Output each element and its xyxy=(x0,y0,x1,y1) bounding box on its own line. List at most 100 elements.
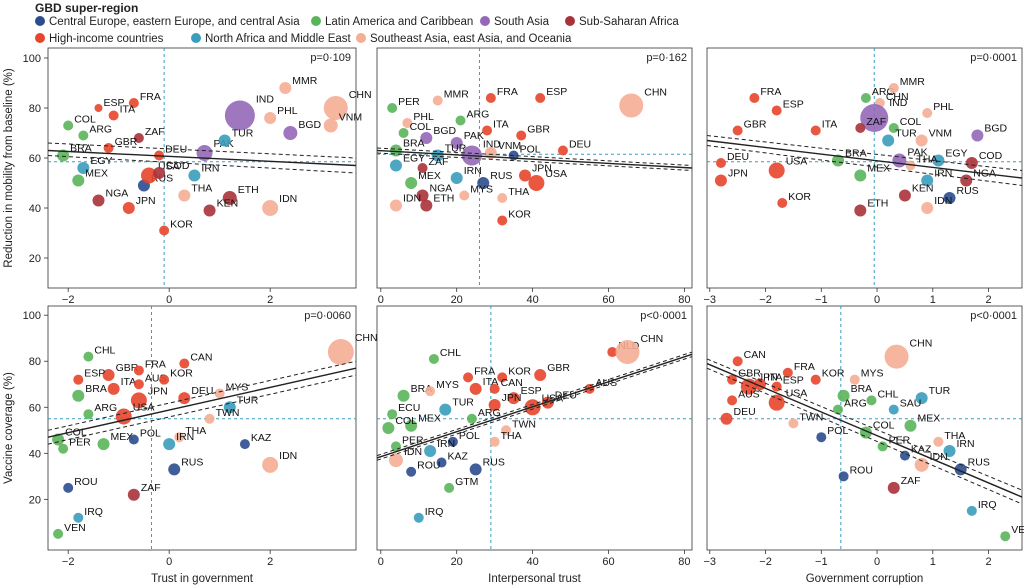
data-label-tur: TUR xyxy=(895,128,917,140)
data-label-gbr: GBR xyxy=(744,119,767,131)
data-label-ita: ITA xyxy=(493,119,509,131)
data-label-irn: IRN xyxy=(201,163,219,175)
data-point-usa xyxy=(768,162,785,179)
data-point-vnm xyxy=(323,118,338,133)
regression-line xyxy=(706,139,1023,179)
data-label-ken: KEN xyxy=(912,183,934,195)
data-point-bgd xyxy=(420,132,433,144)
data-label-idn: IDN xyxy=(404,446,422,458)
data-point-usa xyxy=(140,167,157,184)
data-label-mex: MEX xyxy=(418,170,441,182)
data-label-zaf: ZAF xyxy=(866,116,886,128)
data-label-chn: CHN xyxy=(640,333,663,345)
data-label-jpn: JPN xyxy=(136,195,156,207)
data-point-mex xyxy=(72,174,85,187)
data-label-gbr: GBR xyxy=(527,124,550,136)
legend: GBD super-region Central Europe, eastern… xyxy=(35,1,679,45)
data-point-per xyxy=(387,103,398,113)
data-point-chl xyxy=(866,395,877,406)
data-label-eth: ETH xyxy=(238,184,259,196)
data-point-bra xyxy=(397,389,410,402)
y-axis-label: Vaccine coverage (%) xyxy=(3,372,15,484)
data-label-gbr: GBR xyxy=(738,368,761,380)
data-point-per xyxy=(877,441,888,452)
data-label-col: COL xyxy=(873,420,895,432)
x-tick-label: 20 xyxy=(451,294,463,306)
data-label-esp: ESP xyxy=(546,86,567,98)
data-point-col xyxy=(888,123,899,133)
data-label-chn: CHN xyxy=(355,332,378,344)
y-tick-label: 40 xyxy=(29,448,41,460)
data-label-bgd: BGD xyxy=(984,123,1007,135)
data-point-idn xyxy=(389,199,402,212)
ci-lower-line xyxy=(47,155,357,174)
data-label-tur: TUR xyxy=(237,394,259,406)
data-point-gbr xyxy=(516,130,527,141)
data-label-rus: RUS xyxy=(483,456,505,468)
legend-swatch xyxy=(191,33,201,43)
data-point-zaf xyxy=(417,163,428,173)
data-point-mys xyxy=(849,374,860,385)
data-label-ita: ITA xyxy=(121,376,137,388)
data-point-zaf xyxy=(887,481,900,494)
data-label-bgd: BGD xyxy=(298,119,321,131)
data-label-pak: PAK xyxy=(907,147,927,159)
data-point-ita xyxy=(107,382,120,395)
y-axis-label: Reduction in mobility from baseline (%) xyxy=(3,68,15,268)
data-label-kor: KOR xyxy=(508,209,531,221)
data-point-chl xyxy=(83,351,94,362)
data-point-arg xyxy=(466,413,477,424)
data-point-kor xyxy=(777,198,788,208)
data-label-col: COL xyxy=(900,116,922,128)
y-tick-label: 60 xyxy=(29,402,41,414)
data-point-sau xyxy=(888,404,899,415)
data-point-idn xyxy=(388,453,403,468)
data-label-chl: CHL xyxy=(94,345,115,357)
data-label-gbr: GBR xyxy=(547,362,570,374)
x-axis-label: Interpersonal trust xyxy=(488,573,581,585)
p-value-label: p<0·0001 xyxy=(640,310,687,322)
data-label-kor: KOR xyxy=(170,368,193,380)
x-tick-label: 1 xyxy=(930,556,936,568)
data-point-rou xyxy=(63,482,74,493)
data-point-eth xyxy=(854,204,867,217)
x-tick-label: 0 xyxy=(166,556,172,568)
p-value-label: p=0·0001 xyxy=(970,52,1017,64)
data-label-tha: THA xyxy=(191,183,212,195)
data-label-tur: TUR xyxy=(929,385,951,397)
regression-line xyxy=(376,149,693,169)
data-label-zaf: ZAF xyxy=(429,156,449,168)
data-point-phl xyxy=(264,112,277,124)
regression-line xyxy=(706,362,1023,498)
data-label-esp: ESP xyxy=(783,99,804,111)
x-tick-label: 0 xyxy=(874,294,880,306)
ci-upper-line xyxy=(376,147,693,166)
data-point-tha xyxy=(178,189,191,202)
data-point-bra xyxy=(837,389,850,402)
data-point-irn xyxy=(450,172,463,184)
data-label-usa: USA xyxy=(545,168,567,180)
p-value-label: p<0·0001 xyxy=(970,310,1017,322)
regression-line xyxy=(47,149,357,167)
data-point-deu xyxy=(720,412,733,425)
data-point-nga xyxy=(960,174,973,187)
data-point-tur xyxy=(218,134,231,147)
legend-item: North Africa and Middle East xyxy=(191,33,352,45)
data-label-can: CAN xyxy=(190,352,212,364)
data-point-fra xyxy=(133,365,144,376)
data-label-arg: ARG xyxy=(466,109,489,121)
data-point-twn xyxy=(204,413,215,424)
data-point-pak xyxy=(892,153,907,168)
data-label-can: CAN xyxy=(744,349,766,361)
data-label-ecu: ECU xyxy=(398,402,420,414)
data-point-tha xyxy=(489,436,500,447)
data-point-idn xyxy=(921,202,934,214)
data-point-bra xyxy=(72,389,85,402)
data-point-deu xyxy=(541,396,554,409)
data-label-twn: TWN xyxy=(512,418,536,430)
legend-label: Sub-Saharan Africa xyxy=(579,16,679,28)
y-tick-label: 40 xyxy=(29,203,41,215)
data-point-rus xyxy=(943,192,956,204)
data-point-irn xyxy=(424,445,437,458)
